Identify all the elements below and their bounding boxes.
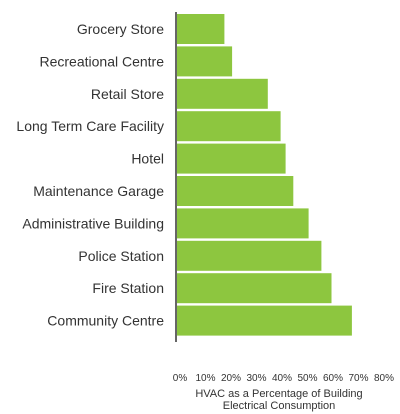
category-label: Retail Store [91,86,164,102]
x-tick-label: 40% [272,373,292,384]
x-tick-label: 30% [246,373,266,384]
bar-long-term-care-facility [177,111,281,142]
category-labels: Grocery Store Recreational Centre Retail S… [16,21,164,329]
bar-retail-store [177,78,268,109]
category-label: Police Station [78,248,164,264]
bars-group [177,14,352,336]
x-axis-title-line-2: Electrical Consumption [223,400,336,412]
bar-grocery-store [177,14,225,44]
x-tick-labels: 0% 10% 20% 30% 40% 50% 60% 70% 80% [173,373,394,384]
x-tick-label: 10% [195,373,215,384]
bar-community-centre [177,305,352,336]
bar-recreational-centre [177,46,233,77]
category-label: Administrative Building [22,215,164,231]
bar-fire-station [177,273,332,304]
category-label: Long Term Care Facility [16,118,164,134]
x-tick-label: 20% [221,373,241,384]
bar-maintenance-garage [177,176,294,206]
bar-police-station [177,240,322,271]
category-label: Recreational Centre [39,53,164,69]
x-tick-label: 60% [323,373,343,384]
x-tick-label: 50% [297,373,317,384]
category-label: Grocery Store [77,21,164,37]
category-label: Maintenance Garage [33,183,164,199]
category-label: Hotel [131,151,164,167]
x-tick-label: 70% [348,373,368,384]
x-tick-label: 0% [173,373,188,384]
x-tick-label: 80% [374,373,394,384]
x-axis-title-line-1: HVAC as a Percentage of Building [195,388,362,400]
bar-hotel [177,143,286,174]
category-label: Community Centre [47,313,164,329]
bar-administrative-building [177,208,309,239]
category-label: Fire Station [92,280,164,296]
